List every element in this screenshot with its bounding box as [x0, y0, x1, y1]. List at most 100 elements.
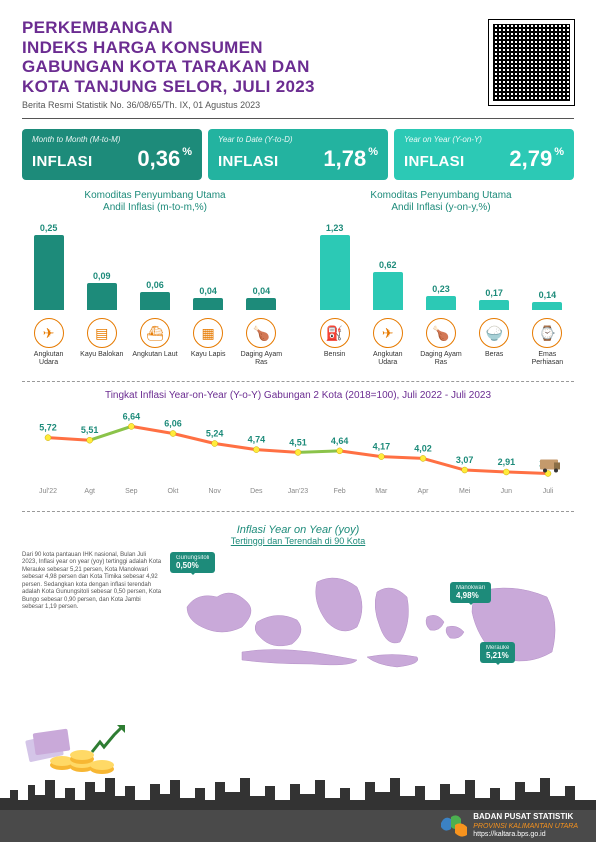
commodity-icon-cell: 🍚 Beras: [469, 318, 519, 366]
pin-value: 0,50%: [176, 561, 209, 570]
yoy-bar-chart: 1,23 0,62 0,23 0,17 0,14: [308, 220, 574, 310]
subtitle: Berita Resmi Statistik No. 36/08/65/Th. …: [22, 100, 481, 110]
svg-text:Nov: Nov: [208, 488, 221, 495]
bar-rect: [140, 292, 170, 310]
commodity-icon: ⛴: [140, 318, 170, 348]
line-chart-title: Tingkat Inflasi Year-on-Year (Y-o-Y) Gab…: [22, 390, 574, 401]
commodity-label: Bensin: [324, 351, 345, 359]
mtom-title: Komoditas Penyumbang UtamaAndil Inflasi …: [22, 190, 288, 214]
svg-text:6,64: 6,64: [123, 411, 141, 421]
bar: 0,17: [479, 288, 509, 310]
title-line-4: KOTA TANJUNG SELOR, JULI 2023: [22, 77, 315, 96]
mtom-bar-chart: 0,25 0,09 0,06 0,04 0,04: [22, 220, 288, 310]
bar-value: 0,17: [485, 288, 503, 298]
commodity-icon: 🍗: [426, 318, 456, 348]
commodity-icon-cell: ✈ Angkutan Udara: [363, 318, 413, 366]
inflation-cards: Month to Month (M-to-M) INFLASI 0,36%Yea…: [22, 129, 574, 180]
svg-text:Agt: Agt: [84, 488, 95, 495]
commodity-label: Beras: [485, 351, 503, 359]
map-description: Dari 90 kota pantauan IHK nasional, Bula…: [22, 552, 162, 612]
bar: 0,23: [426, 284, 456, 310]
svg-text:Juli: Juli: [543, 488, 554, 495]
bar: 0,25: [34, 223, 64, 310]
svg-text:3,07: 3,07: [456, 455, 474, 465]
commodity-label: Angkutan Udara: [24, 351, 74, 366]
title-line-2: INDEKS HARGA KONSUMEN: [22, 38, 263, 57]
commodity-icon: ▤: [87, 318, 117, 348]
commodity-icon-cell: ▦ Kayu Lapis: [183, 318, 233, 366]
inflation-card: Year on Year (Y-on-Y) INFLASI 2,79%: [394, 129, 574, 180]
commodity-icon-cell: 🍗 Daging Ayam Ras: [416, 318, 466, 366]
bar-rect: [532, 302, 562, 311]
svg-text:Mar: Mar: [375, 488, 388, 495]
bar: 0,04: [246, 286, 276, 310]
mtom-icons: ✈ Angkutan Udara▤ Kayu Balokan⛴ Angkutan…: [22, 318, 288, 366]
bar-value: 0,23: [432, 284, 450, 294]
commodity-icon-cell: ▤ Kayu Balokan: [77, 318, 127, 366]
commodity-icon-cell: ⌚ Emas Perhiasan: [522, 318, 572, 366]
footer-text: BADAN PUSAT STATISTIK PROVINSI KALIMANTA…: [473, 812, 578, 839]
map-pin: Gunungsitoli0,50%: [170, 552, 215, 573]
bar: 0,14: [532, 290, 562, 311]
pin-label: Merauke: [486, 645, 509, 651]
commodity-icon: ✈: [34, 318, 64, 348]
card-name: INFLASI: [404, 153, 464, 170]
pin-value: 4,98%: [456, 591, 485, 600]
svg-text:Sep: Sep: [125, 488, 138, 495]
commodity-icon-cell: ✈ Angkutan Udara: [24, 318, 74, 366]
commodity-icon: ▦: [193, 318, 223, 348]
commodity-icon: ⌚: [532, 318, 562, 348]
svg-text:Okt: Okt: [168, 488, 179, 495]
bar-value: 0,04: [199, 286, 217, 296]
card-name: INFLASI: [32, 153, 92, 170]
commodity-label: Kayu Balokan: [80, 351, 123, 359]
svg-text:5,51: 5,51: [81, 425, 99, 435]
qr-code: [489, 20, 574, 105]
svg-text:4,64: 4,64: [331, 435, 349, 445]
header-divider: [22, 118, 574, 119]
commodity-icon: 🍚: [479, 318, 509, 348]
map-pin: Manokwari4,98%: [450, 582, 491, 603]
card-value: 1,78%: [323, 146, 378, 172]
bar-value: 0,62: [379, 260, 397, 270]
card-name: INFLASI: [218, 153, 278, 170]
card-label: Month to Month (M-to-M): [32, 135, 192, 144]
bar-value: 0,25: [40, 223, 58, 233]
bar: 0,62: [373, 260, 403, 310]
line-chart: 5,725,516,646,065,244,744,514,644,174,02…: [27, 407, 569, 497]
svg-text:6,06: 6,06: [164, 418, 182, 428]
map-pin: Merauke5,21%: [480, 642, 515, 663]
svg-text:Jul'22: Jul'22: [39, 488, 57, 495]
title-line-1: PERKEMBANGAN: [22, 18, 173, 37]
svg-text:4,51: 4,51: [289, 437, 307, 447]
footer-org: BADAN PUSAT STATISTIK: [473, 812, 573, 821]
svg-text:2,91: 2,91: [498, 457, 516, 467]
commodity-label: Angkutan Udara: [363, 351, 413, 366]
bar-rect: [373, 272, 403, 310]
bar-rect: [193, 298, 223, 310]
svg-text:4,17: 4,17: [373, 441, 391, 451]
skyline-icon: [0, 770, 596, 810]
map-title: Inflasi Year on Year (yoy): [22, 524, 574, 536]
card-label: Year on Year (Y-on-Y): [404, 135, 564, 144]
svg-text:Apr: Apr: [418, 488, 430, 495]
commodity-icon-cell: ⛽ Bensin: [310, 318, 360, 366]
bar-value: 0,09: [93, 271, 111, 281]
inflation-card: Year to Date (Y-to-D) INFLASI 1,78%: [208, 129, 388, 180]
bar-value: 0,06: [146, 280, 164, 290]
bar-rect: [34, 235, 64, 310]
svg-text:4,74: 4,74: [248, 434, 266, 444]
commodity-icon: ✈: [373, 318, 403, 348]
svg-text:Feb: Feb: [334, 488, 346, 495]
bps-logo-icon: [441, 815, 467, 837]
commodity-label: Emas Perhiasan: [522, 351, 572, 366]
commodity-icon: ⛽: [320, 318, 350, 348]
card-label: Year to Date (Y-to-D): [218, 135, 378, 144]
bar: 0,06: [140, 280, 170, 310]
commodity-label: Angkutan Laut: [132, 351, 177, 359]
bar-value: 1,23: [326, 223, 344, 233]
bar: 0,09: [87, 271, 117, 310]
svg-text:Jun: Jun: [501, 488, 512, 495]
bar-rect: [246, 298, 276, 310]
commodity-icon: 🍗: [246, 318, 276, 348]
